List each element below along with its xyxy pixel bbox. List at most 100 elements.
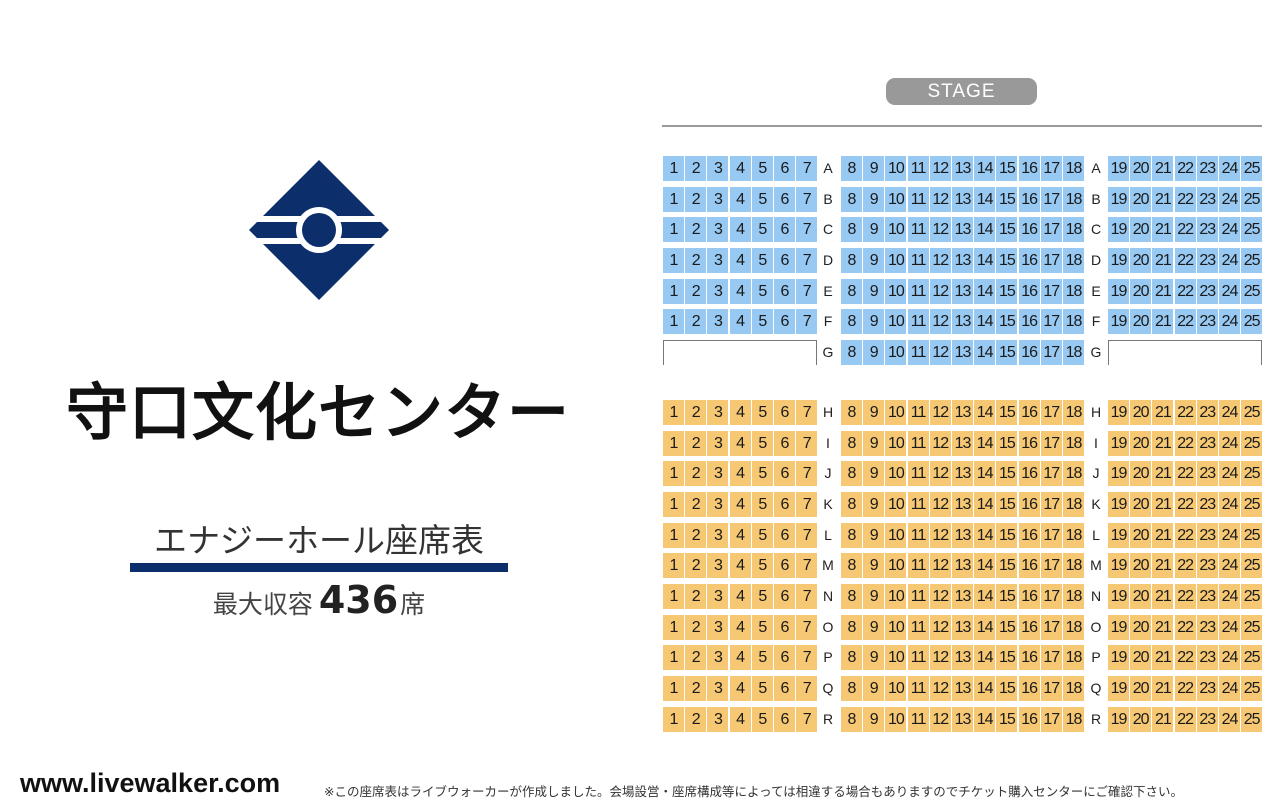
seat[interactable]: 21 [1152,400,1174,425]
seat[interactable]: 3 [707,553,729,579]
seat[interactable]: 7 [796,614,818,640]
seat[interactable]: 22 [1174,278,1196,304]
seat[interactable]: 11 [907,400,929,425]
seat[interactable]: 19 [1108,522,1129,548]
seat[interactable]: 25 [1241,675,1263,701]
seat[interactable]: 23 [1196,553,1218,579]
seat[interactable]: 18 [1063,675,1084,701]
seat[interactable]: 15 [996,461,1018,487]
seat[interactable]: 10 [885,583,907,609]
seat[interactable]: 17 [1040,430,1062,456]
seat[interactable]: 25 [1241,309,1263,335]
seat[interactable]: 5 [751,400,773,425]
seat[interactable]: 14 [974,675,996,701]
seat[interactable]: 10 [885,645,907,671]
seat[interactable]: 4 [729,583,751,609]
seat[interactable]: 5 [751,217,773,243]
seat[interactable]: 24 [1219,614,1240,640]
seat[interactable]: 24 [1219,675,1240,701]
seat[interactable]: 18 [1063,186,1084,212]
seat[interactable]: 16 [1018,675,1040,701]
seat[interactable]: 17 [1040,186,1062,212]
seat[interactable]: 3 [707,522,729,548]
seat[interactable]: 3 [707,645,729,671]
seat[interactable]: 16 [1018,583,1040,609]
seat[interactable]: 5 [751,553,773,579]
seat[interactable]: 12 [929,583,951,609]
seat[interactable]: 16 [1018,309,1040,335]
seat[interactable]: 23 [1196,675,1218,701]
seat[interactable]: 12 [929,186,951,212]
seat[interactable]: 15 [996,522,1018,548]
seat[interactable]: 21 [1152,309,1174,335]
seat[interactable]: 14 [974,156,996,181]
seat[interactable]: 14 [974,309,996,335]
seat[interactable]: 14 [974,583,996,609]
seat[interactable]: 21 [1152,491,1174,517]
seat[interactable]: 12 [929,645,951,671]
seat[interactable]: 16 [1018,186,1040,212]
seat[interactable]: 20 [1130,614,1152,640]
seat[interactable]: 21 [1152,706,1174,732]
seat[interactable]: 6 [774,309,795,335]
seat[interactable]: 10 [885,461,907,487]
seat[interactable]: 12 [929,400,951,425]
seat[interactable]: 13 [952,339,973,365]
seat[interactable]: 17 [1040,522,1062,548]
seat[interactable]: 8 [841,247,862,273]
seat[interactable]: 2 [685,645,707,671]
seat[interactable]: 14 [974,339,996,365]
seat[interactable]: 13 [952,491,973,517]
seat[interactable]: 2 [685,522,707,548]
seat[interactable]: 23 [1196,217,1218,243]
seat[interactable]: 10 [885,553,907,579]
seat[interactable]: 1 [663,400,684,425]
seat[interactable]: 4 [729,491,751,517]
seat[interactable]: 4 [729,706,751,732]
seat[interactable]: 15 [996,186,1018,212]
seat[interactable]: 14 [974,553,996,579]
seat[interactable]: 18 [1063,156,1084,181]
seat[interactable]: 15 [996,553,1018,579]
seat[interactable]: 15 [996,645,1018,671]
seat[interactable]: 20 [1130,247,1152,273]
seat[interactable]: 23 [1196,522,1218,548]
seat[interactable]: 19 [1108,186,1129,212]
seat[interactable]: 4 [729,430,751,456]
seat[interactable]: 9 [863,186,885,212]
seat[interactable]: 13 [952,430,973,456]
seat[interactable]: 19 [1108,614,1129,640]
seat[interactable]: 3 [707,706,729,732]
seat[interactable]: 16 [1018,522,1040,548]
seat[interactable]: 6 [774,461,795,487]
seat[interactable]: 7 [796,491,818,517]
seat[interactable]: 4 [729,278,751,304]
seat[interactable]: 4 [729,309,751,335]
seat[interactable]: 10 [885,706,907,732]
seat[interactable]: 13 [952,400,973,425]
seat[interactable]: 2 [685,400,707,425]
seat[interactable]: 23 [1196,400,1218,425]
seat[interactable]: 15 [996,583,1018,609]
seat[interactable]: 10 [885,339,907,365]
seat[interactable]: 16 [1018,614,1040,640]
seat[interactable]: 13 [952,522,973,548]
seat[interactable]: 22 [1174,309,1196,335]
seat[interactable]: 24 [1219,553,1240,579]
seat[interactable]: 10 [885,430,907,456]
seat[interactable]: 7 [796,675,818,701]
seat[interactable]: 15 [996,430,1018,456]
seat[interactable]: 18 [1063,400,1084,425]
seat[interactable]: 5 [751,706,773,732]
seat[interactable]: 20 [1130,706,1152,732]
seat[interactable]: 1 [663,217,684,243]
seat[interactable]: 1 [663,706,684,732]
seat[interactable]: 2 [685,614,707,640]
seat[interactable]: 17 [1040,247,1062,273]
seat[interactable]: 14 [974,217,996,243]
seat[interactable]: 7 [796,706,818,732]
seat[interactable]: 5 [751,645,773,671]
seat[interactable]: 6 [774,278,795,304]
seat[interactable]: 16 [1018,706,1040,732]
seat[interactable]: 11 [907,309,929,335]
